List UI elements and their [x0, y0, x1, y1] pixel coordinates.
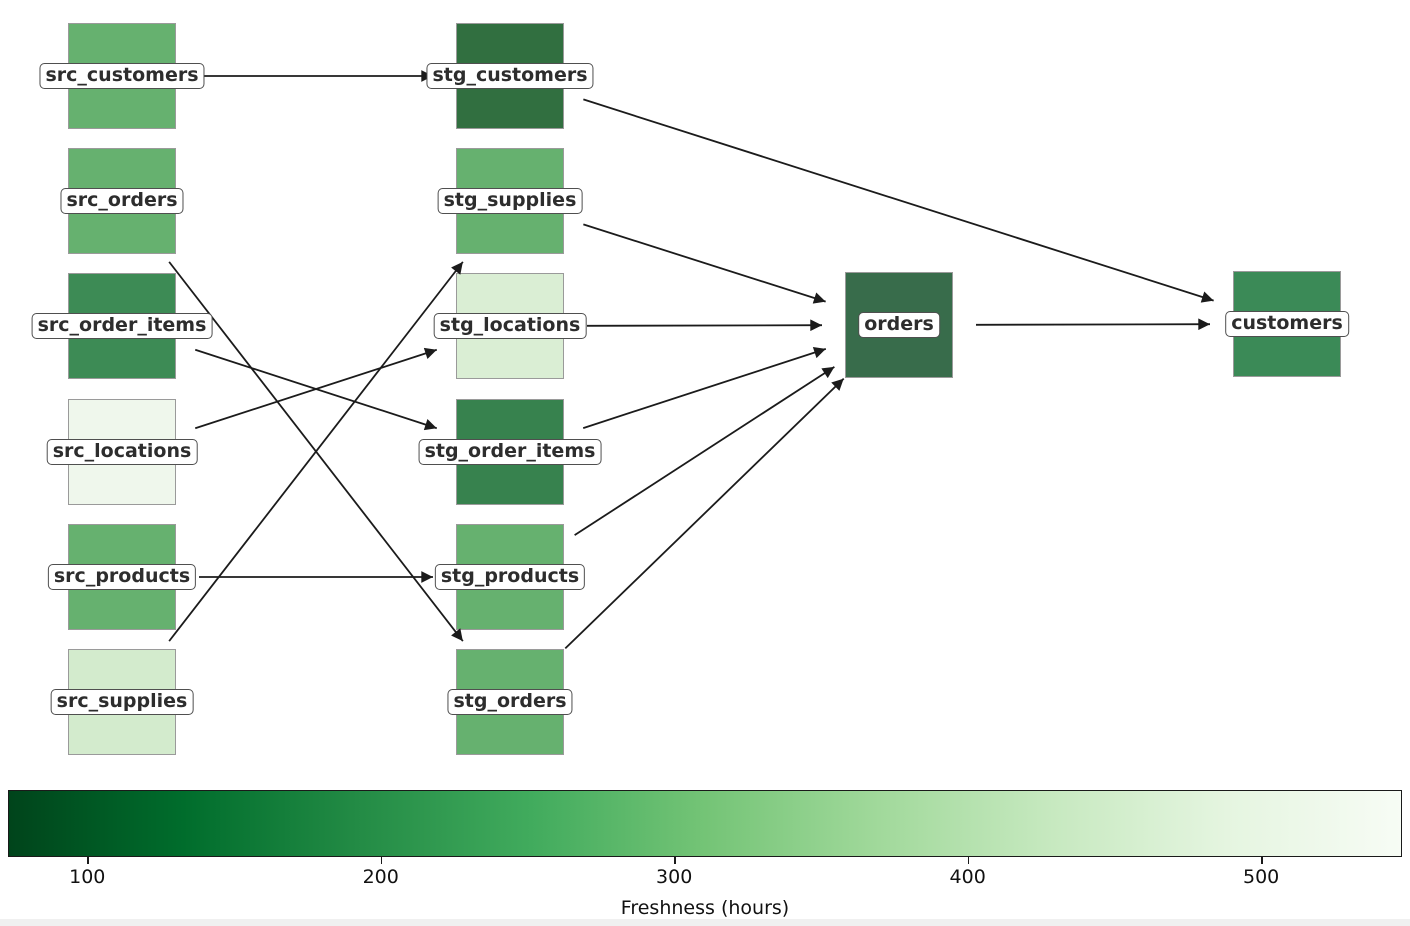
colorbar-tick-label-400: 400	[949, 866, 986, 888]
colorbar-tick-100	[87, 857, 89, 864]
colorbar-tick-label-100: 100	[69, 866, 106, 888]
node-label-src_products: src_products	[47, 564, 197, 590]
node-label-stg_supplies: stg_supplies	[437, 188, 583, 214]
edge-stg_order_items-to-orders	[582, 346, 827, 429]
node-label-orders: orders	[858, 312, 940, 338]
node-label-stg_customers: stg_customers	[426, 63, 594, 89]
edge-src_supplies-to-stg_supplies	[168, 261, 464, 642]
edge-stg_customers-to-customers	[583, 98, 1214, 303]
node-label-src_locations: src_locations	[46, 439, 198, 465]
edge-stg_products-to-orders	[574, 366, 835, 536]
edge-orders-to-customers	[975, 318, 1211, 331]
node-label-src_orders: src_orders	[60, 188, 184, 214]
colorbar-tick-400	[967, 857, 970, 864]
edge-stg_orders-to-orders	[564, 377, 845, 650]
node-label-src_customers: src_customers	[39, 63, 205, 89]
colorbar-tick-500	[1261, 857, 1263, 864]
colorbar-tick-300	[674, 857, 676, 864]
edge-src_locations-to-stg_locations	[194, 347, 438, 430]
node-label-stg_order_items: stg_order_items	[418, 439, 602, 465]
node-label-stg_products: stg_products	[434, 564, 586, 590]
colorbar-gradient	[8, 790, 1402, 857]
node-label-stg_orders: stg_orders	[447, 689, 573, 715]
edge-stg_supplies-to-orders	[583, 223, 826, 304]
node-label-stg_locations: stg_locations	[433, 313, 587, 339]
colorbar-axis-label: Freshness (hours)	[620, 897, 790, 919]
node-label-customers: customers	[1225, 311, 1349, 337]
colorbar-tick-label-200: 200	[362, 866, 399, 888]
colorbar-tick-200	[380, 857, 383, 864]
node-label-src_supplies: src_supplies	[50, 689, 194, 715]
node-label-src_order_items: src_order_items	[31, 313, 213, 339]
bottom-edge-strip	[0, 919, 1410, 926]
colorbar-tick-label-300: 300	[656, 866, 693, 888]
edge-stg_locations-to-orders	[586, 319, 823, 332]
colorbar-tick-label-500: 500	[1242, 866, 1280, 888]
